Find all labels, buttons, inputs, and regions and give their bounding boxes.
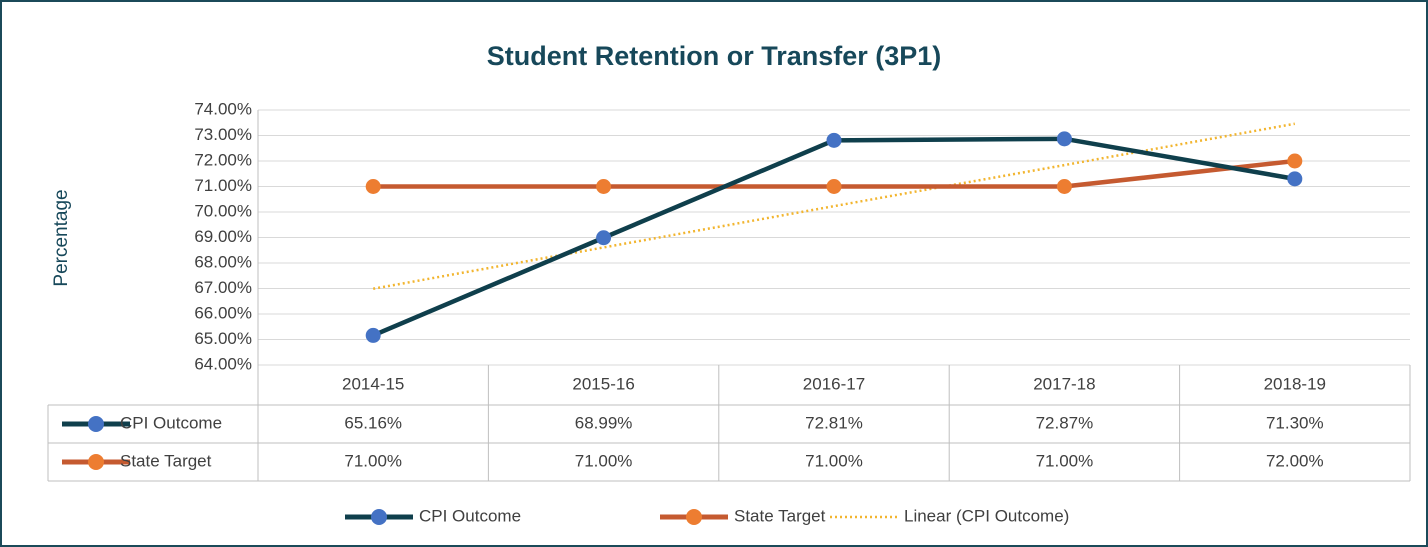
- table-cell: 71.00%: [805, 451, 863, 470]
- y-tick-label: 66.00%: [194, 303, 252, 322]
- point: [1056, 179, 1072, 194]
- table-key-marker: [88, 416, 104, 432]
- point: [365, 179, 381, 194]
- table-cell: 71.00%: [1036, 451, 1094, 470]
- x-tick-label: 2015-16: [572, 374, 634, 393]
- point: [1287, 153, 1303, 169]
- table-cell: 72.81%: [805, 413, 863, 432]
- y-tick-label: 70.00%: [194, 201, 252, 220]
- table-cell: 71.00%: [575, 451, 633, 470]
- table-row-label: CPI Outcome: [120, 413, 222, 432]
- point: [596, 179, 612, 194]
- y-tick-label: 74.00%: [194, 99, 252, 118]
- y-tick-label: 65.00%: [194, 329, 252, 348]
- chart-title: Student Retention or Transfer (3P1): [487, 41, 942, 71]
- y-tick-label: 68.00%: [194, 252, 252, 271]
- y-tick-label: 72.00%: [194, 150, 252, 169]
- y-tick-label: 64.00%: [194, 354, 252, 373]
- y-tick-label: 69.00%: [194, 227, 252, 246]
- point: [826, 179, 842, 194]
- legend-label: CPI Outcome: [419, 506, 521, 525]
- table-key-marker: [88, 454, 104, 470]
- y-tick-label: 71.00%: [194, 176, 252, 195]
- point: [596, 230, 612, 246]
- x-tick-label: 2014-15: [342, 374, 404, 393]
- table-cell: 71.00%: [344, 451, 402, 470]
- y-tick-label: 67.00%: [194, 278, 252, 297]
- point: [1056, 131, 1072, 147]
- legend-key-marker: [686, 509, 702, 525]
- legend-label: Linear (CPI Outcome): [904, 506, 1069, 525]
- legend-label: State Target: [734, 506, 826, 525]
- table-cell: 71.30%: [1266, 413, 1324, 432]
- y-tick-label: 73.00%: [194, 125, 252, 144]
- point: [826, 132, 842, 148]
- table-cell: 68.99%: [575, 413, 633, 432]
- x-tick-label: 2018-19: [1264, 374, 1326, 393]
- x-tick-label: 2017-18: [1033, 374, 1095, 393]
- point: [365, 327, 381, 343]
- table-cell: 65.16%: [344, 413, 402, 432]
- y-axis-label: Percentage: [51, 189, 72, 286]
- legend-key-marker: [371, 509, 387, 525]
- table-row-label: State Target: [120, 451, 212, 470]
- point: [1287, 171, 1303, 187]
- x-tick-label: 2016-17: [803, 374, 865, 393]
- table-cell: 72.00%: [1266, 451, 1324, 470]
- table-cell: 72.87%: [1036, 413, 1094, 432]
